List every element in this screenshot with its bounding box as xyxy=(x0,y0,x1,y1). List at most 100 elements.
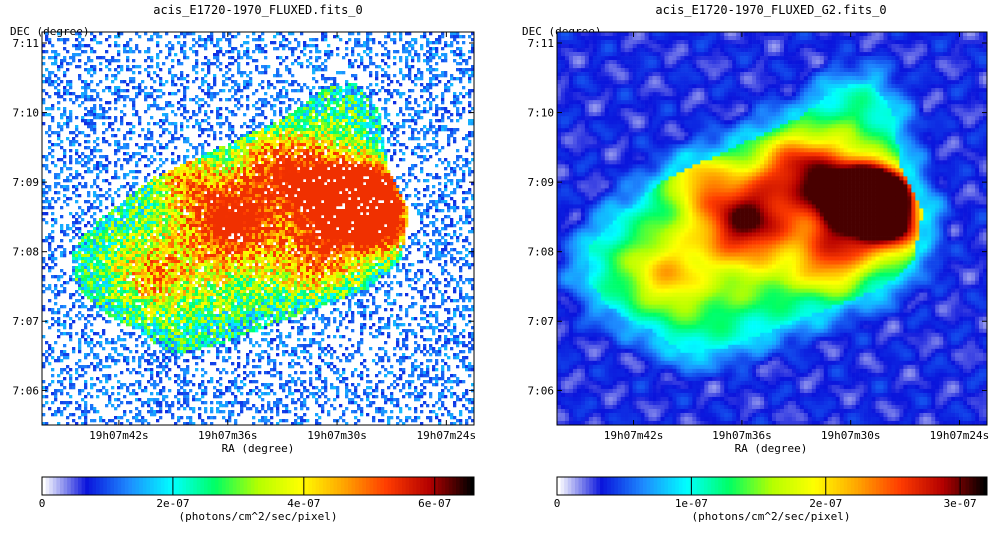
left-heatmap-pixel xyxy=(321,152,325,156)
left-heatmap-pixel xyxy=(354,110,358,114)
left-heatmap-pixel xyxy=(210,185,214,189)
left-heatmap-pixel xyxy=(315,107,319,111)
left-heatmap-pixel xyxy=(231,167,235,171)
left-heatmap-pixel xyxy=(468,212,472,216)
left-heatmap-pixel xyxy=(366,140,370,144)
left-heatmap-pixel xyxy=(237,167,241,171)
left-heatmap-pixel xyxy=(363,131,367,135)
left-heatmap-pixel xyxy=(441,209,445,213)
left-heatmap-pixel xyxy=(411,131,415,135)
left-heatmap-pixel xyxy=(69,113,73,117)
left-heatmap-pixel xyxy=(420,170,424,174)
left-heatmap-pixel xyxy=(81,86,85,90)
left-heatmap-pixel xyxy=(159,146,163,150)
left-heatmap-pixel xyxy=(135,206,139,210)
left-heatmap-pixel xyxy=(243,149,247,153)
left-heatmap-pixel xyxy=(240,227,244,231)
left-heatmap-pixel xyxy=(201,188,205,192)
left-heatmap-pixel xyxy=(111,212,115,216)
left-heatmap-pixel xyxy=(249,152,253,156)
left-heatmap-pixel xyxy=(195,194,199,198)
left-heatmap-pixel xyxy=(222,182,226,186)
left-heatmap-pixel xyxy=(309,218,313,222)
left-heatmap-pixel xyxy=(198,98,202,102)
left-heatmap-pixel xyxy=(306,188,310,192)
left-heatmap-pixel xyxy=(255,218,259,222)
left-heatmap-pixel xyxy=(213,158,217,162)
left-heatmap-pixel xyxy=(282,143,286,147)
left-heatmap-pixel xyxy=(348,83,352,87)
left-heatmap-pixel xyxy=(312,86,316,90)
left-heatmap-pixel xyxy=(447,86,451,90)
left-heatmap-pixel xyxy=(462,59,466,63)
left-heatmap-pixel xyxy=(171,65,175,69)
left-heatmap-pixel xyxy=(198,197,202,201)
left-heatmap-pixel xyxy=(69,155,73,159)
left-heatmap-pixel xyxy=(360,188,364,192)
left-heatmap-pixel xyxy=(156,167,160,171)
left-heatmap-pixel xyxy=(450,206,454,210)
left-heatmap-pixel xyxy=(168,200,172,204)
left-heatmap-pixel xyxy=(312,137,316,141)
left-heatmap-pixel xyxy=(162,218,166,222)
left-heatmap-pixel xyxy=(147,206,151,210)
left-heatmap-pixel xyxy=(462,206,466,210)
left-heatmap-pixel xyxy=(279,215,283,219)
left-heatmap-pixel xyxy=(240,161,244,165)
left-heatmap-pixel xyxy=(195,161,199,165)
left-heatmap-pixel xyxy=(360,209,364,213)
left-heatmap-pixel xyxy=(288,224,292,228)
left-heatmap-pixel xyxy=(360,101,364,105)
left-heatmap-pixel xyxy=(120,164,124,168)
left-heatmap-pixel xyxy=(402,212,406,216)
left-heatmap-pixel xyxy=(189,215,193,219)
left-heatmap-pixel xyxy=(450,77,454,81)
left-heatmap-pixel xyxy=(255,146,259,150)
left-heatmap-pixel xyxy=(306,215,310,219)
left-heatmap-pixel xyxy=(132,98,136,102)
left-heatmap-pixel xyxy=(141,206,145,210)
left-heatmap-pixel xyxy=(321,209,325,213)
left-heatmap-pixel xyxy=(357,125,361,129)
left-heatmap-pixel xyxy=(243,137,247,141)
left-heatmap-pixel xyxy=(444,200,448,204)
left-heatmap-pixel xyxy=(333,182,337,186)
left-heatmap-pixel xyxy=(375,185,379,189)
left-heatmap-pixel xyxy=(447,140,451,144)
left-heatmap-pixel xyxy=(150,116,154,120)
left-heatmap-pixel xyxy=(165,179,169,183)
left-heatmap-pixel xyxy=(435,41,439,45)
left-heatmap-pixel xyxy=(168,197,172,201)
left-heatmap-pixel xyxy=(192,224,196,228)
left-heatmap-pixel xyxy=(354,128,358,132)
left-heatmap-pixel xyxy=(243,191,247,195)
left-heatmap-pixel xyxy=(381,107,385,111)
left-heatmap-pixel xyxy=(333,89,337,93)
left-heatmap-pixel xyxy=(219,215,223,219)
left-heatmap-pixel xyxy=(195,146,199,150)
left-heatmap-pixel xyxy=(195,173,199,177)
left-heatmap-pixel xyxy=(273,155,277,159)
left-heatmap-pixel xyxy=(132,218,136,222)
left-heatmap-pixel xyxy=(114,209,118,213)
left-heatmap-pixel xyxy=(312,110,316,114)
left-heatmap-pixel xyxy=(297,146,301,150)
left-heatmap-pixel xyxy=(468,101,472,105)
left-heatmap-pixel xyxy=(285,65,289,69)
left-heatmap-pixel xyxy=(402,221,406,225)
left-heatmap-pixel xyxy=(150,200,154,204)
left-heatmap-pixel xyxy=(342,224,346,228)
left-heatmap-pixel xyxy=(135,209,139,213)
left-heatmap-pixel xyxy=(360,92,364,96)
left-heatmap-pixel xyxy=(45,158,49,162)
left-heatmap-pixel xyxy=(408,53,412,57)
left-heatmap-pixel xyxy=(447,179,451,183)
left-heatmap-pixel xyxy=(252,170,256,174)
left-heatmap-pixel xyxy=(210,173,214,177)
left-heatmap-pixel xyxy=(240,194,244,198)
left-heatmap-pixel xyxy=(207,203,211,207)
left-heatmap-pixel xyxy=(291,203,295,207)
left-heatmap-pixel xyxy=(135,92,139,96)
left-heatmap-pixel xyxy=(222,197,226,201)
left-heatmap-pixel xyxy=(453,59,457,63)
